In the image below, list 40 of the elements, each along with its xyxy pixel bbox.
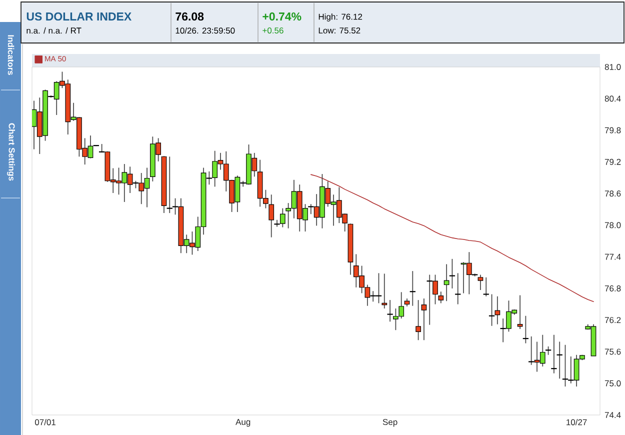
- text: +0.74%: [262, 12, 302, 21]
- candlestick: [416, 300, 421, 341]
- x-tick-label: Sep: [382, 419, 398, 427]
- y-tick-label: 78.0: [604, 222, 621, 228]
- candlestick: [550, 334, 558, 374]
- y-tick-label: 75.6: [604, 348, 621, 355]
- y-tick-label: 79.2: [604, 158, 621, 165]
- text: 76.08: [176, 12, 204, 21]
- candlestick: [448, 258, 456, 289]
- y-tick-label: 77.4: [604, 254, 621, 260]
- x-tick-label: 07/01: [34, 419, 56, 426]
- candlestick: [421, 298, 427, 341]
- text: 10/26. 23:59:50: [176, 27, 235, 34]
- y-tick-label: 76.2: [604, 317, 621, 324]
- chart-subtitle: n.a. / n.a. / RT: [26, 27, 82, 34]
- y-tick-label: 80.4: [604, 96, 621, 102]
- x-tick-label: Aug: [236, 419, 250, 427]
- y-tick-label: 74.4: [604, 412, 621, 418]
- candlestick: [166, 156, 174, 214]
- candlestick: [438, 291, 444, 304]
- candlestick: [482, 276, 490, 297]
- x-tick-label: 10/27: [566, 419, 587, 426]
- chart-title: US DOLLAR INDEX: [26, 12, 132, 21]
- text: High: 76.12: [318, 14, 362, 22]
- candlestick: [382, 273, 388, 309]
- candlestick: [478, 274, 484, 290]
- candlestick: [268, 194, 274, 238]
- candlestick: [386, 300, 394, 322]
- candlestick: [494, 296, 500, 325]
- y-tick-label: 75.0: [604, 380, 621, 386]
- candlestick: [444, 264, 450, 302]
- y-tick-label: 78.6: [604, 190, 621, 197]
- candlestick: [454, 272, 462, 305]
- y-tick-label: 79.8: [604, 127, 621, 134]
- text: +0.56: [262, 27, 284, 34]
- text: Chart Settings: [7, 123, 15, 181]
- text: Low: 75.52: [318, 27, 360, 34]
- text: Indicators: [8, 35, 14, 75]
- y-tick-label: 81.0: [604, 64, 621, 70]
- y-tick-label: 76.8: [604, 285, 621, 292]
